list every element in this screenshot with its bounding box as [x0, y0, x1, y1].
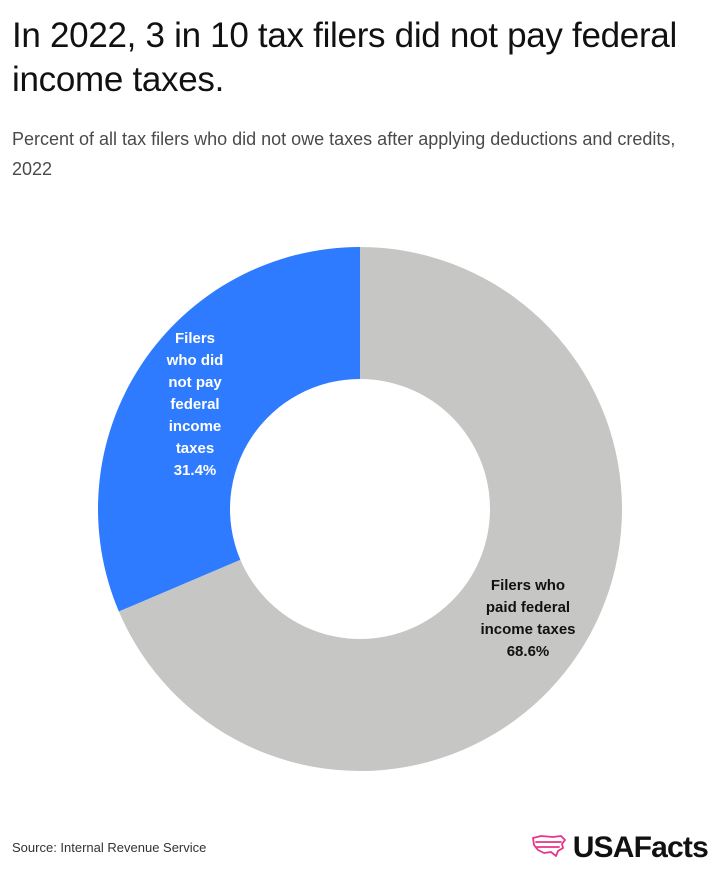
chart-subtitle: Percent of all tax filers who did not ow… [12, 129, 676, 179]
slice-label-1: Filers who did not pay federal income taxes 31… [166, 330, 224, 479]
brand-name: USAFacts [572, 831, 709, 864]
slice-label-2: Filers who paid federal income taxes 68.6% [480, 577, 575, 660]
donut-slice-1 [97, 247, 360, 612]
usa-map-icon [531, 833, 567, 864]
chart-title: In 2022, 3 in 10 tax filers did not pay … [12, 16, 677, 99]
donut-slice-2 [118, 247, 622, 771]
source-note: Source: Internal Revenue Service [12, 840, 207, 855]
brand-logo: USAFacts [531, 830, 709, 866]
